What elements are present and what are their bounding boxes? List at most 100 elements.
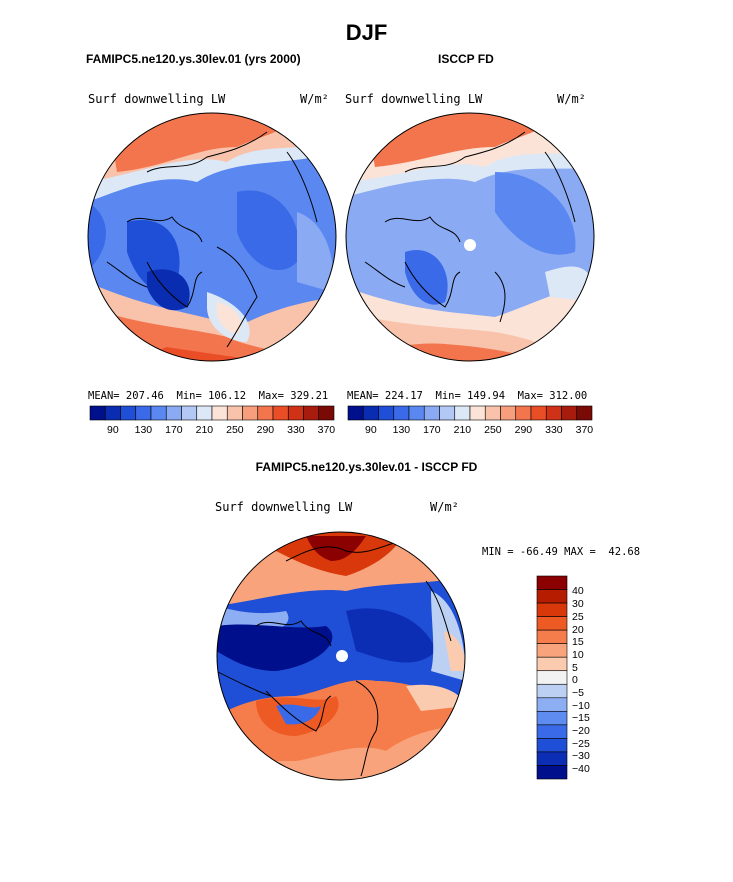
obs-colorbar-swatch	[408, 405, 425, 421]
obs-colorbar-tick-label: 130	[392, 424, 411, 436]
model-panel-title: FAMIPC5.ne120.ys.30lev.01 (yrs 2000)	[86, 52, 301, 66]
model-colorbar-tick-label: 90	[107, 424, 119, 436]
diff-colorbar-swatch	[536, 765, 568, 780]
model-colorbar-tick-label: 330	[287, 424, 305, 436]
obs-colorbar-tick-label: 170	[423, 424, 441, 436]
model-colorbar-swatch	[272, 405, 289, 421]
diff-colorbar-swatch	[536, 589, 568, 604]
diff-colorbar-swatch	[536, 738, 568, 753]
diff-colorbar-swatch	[536, 643, 568, 658]
obs-stats: MEAN= 224.17 Min= 149.94 Max= 312.00	[347, 390, 588, 402]
diff-colorbar-label: −10	[572, 699, 590, 712]
obs-variable-label: Surf downwelling LW	[345, 92, 483, 106]
diff-colorbar-labels: 40 30 25 20 15 10 5 0 −5 −10 −15 −20 −25 −30 −40	[572, 576, 612, 779]
diff-colorbar-label: −15	[572, 712, 590, 725]
model-colorbar-swatch	[318, 405, 335, 421]
model-colorbar-swatch	[120, 405, 137, 421]
model-colorbar-tick-label: 210	[195, 424, 214, 436]
model-colorbar-swatch	[165, 405, 182, 421]
model-colorbar-swatch	[242, 405, 259, 421]
obs-colorbar-swatch	[561, 405, 578, 421]
diff-colorbar-label: −20	[572, 725, 590, 738]
model-variable-label: Surf downwelling LW	[88, 92, 226, 106]
diff-colorbar-swatch	[536, 616, 568, 631]
diff-colorbar-swatch	[536, 602, 568, 617]
obs-colorbar-swatch	[515, 405, 532, 421]
model-colorbar-swatch	[150, 405, 167, 421]
model-colorbar-swatch	[211, 405, 228, 421]
model-colorbar-ticks: 90 130 170 210 250 290 330 370	[90, 424, 336, 438]
obs-colorbar-swatch	[439, 405, 456, 421]
diff-colorbar-label: 5	[572, 661, 578, 674]
diff-colorbar-label: 10	[572, 648, 584, 661]
diff-colorbar-label: 30	[572, 598, 584, 611]
diff-colorbar-label: −5	[572, 686, 584, 699]
model-units-label: W/m²	[300, 92, 329, 106]
diff-colorbar-swatch	[536, 683, 568, 699]
model-colorbar-swatch	[104, 405, 121, 421]
obs-colorbar	[347, 405, 593, 421]
diff-panel-title: FAMIPC5.ne120.ys.30lev.01 - ISCCP FD	[255, 460, 478, 474]
model-colorbar-swatch	[196, 405, 213, 421]
obs-colorbar-swatch	[362, 405, 379, 421]
obs-colorbar-tick-label: 210	[453, 424, 472, 436]
diff-colorbar-label: 15	[572, 636, 584, 649]
diff-colorbar-label: 25	[572, 610, 584, 623]
diff-colorbar	[536, 575, 568, 780]
diff-colorbar-swatch	[536, 656, 568, 672]
diff-colorbar-swatch	[536, 724, 568, 739]
model-colorbar-swatch	[89, 405, 106, 421]
diff-colorbar-label: 0	[572, 674, 578, 687]
model-colorbar-swatch	[257, 405, 274, 421]
obs-colorbar-swatch	[500, 405, 517, 421]
obs-colorbar-tick-label: 370	[575, 424, 594, 436]
obs-colorbar-swatch	[545, 405, 562, 421]
obs-colorbar-swatch	[378, 405, 395, 421]
obs-colorbar-swatch	[530, 405, 547, 421]
model-colorbar-tick-label: 170	[165, 424, 183, 436]
model-colorbar-tick-label: 370	[317, 424, 336, 436]
diff-colorbar-label: −30	[572, 750, 590, 763]
diff-colorbar-swatch	[536, 575, 568, 590]
model-colorbar-tick-label: 130	[134, 424, 153, 436]
obs-colorbar-swatch	[393, 405, 410, 421]
obs-colorbar-tick-label: 90	[365, 424, 377, 436]
obs-colorbar-swatch	[469, 405, 486, 421]
diff-colorbar-swatch	[536, 751, 568, 766]
diff-colorbar-label: −25	[572, 737, 590, 750]
diff-colorbar-label: 20	[572, 623, 584, 636]
obs-panel-title: ISCCP FD	[438, 52, 494, 66]
model-colorbar-tick-label: 250	[226, 424, 244, 436]
diff-variable-label: Surf downwelling LW	[215, 500, 353, 514]
model-colorbar-swatch	[135, 405, 152, 421]
model-colorbar	[89, 405, 335, 421]
obs-units-label: W/m²	[557, 92, 586, 106]
model-polar-map	[87, 112, 337, 362]
obs-colorbar-tick-label: 250	[484, 424, 502, 436]
diff-minmax: MIN = -66.49 MAX = 42.68	[482, 546, 641, 558]
obs-colorbar-tick-label: 330	[545, 424, 563, 436]
obs-polar-map	[345, 112, 595, 362]
diff-colorbar-swatch	[536, 697, 568, 712]
diff-colorbar-label: 40	[572, 585, 584, 598]
diff-polar-map	[216, 531, 466, 781]
figure-title: DJF	[345, 20, 388, 45]
model-stats: MEAN= 207.46 Min= 106.12 Max= 329.21	[88, 390, 329, 402]
pole-mask	[336, 650, 348, 662]
model-colorbar-swatch	[181, 405, 198, 421]
diff-colorbar-swatch	[536, 629, 568, 644]
diff-colorbar-swatch	[536, 711, 568, 726]
model-colorbar-swatch	[287, 405, 304, 421]
obs-colorbar-ticks: 90 130 170 210 250 290 330 370	[348, 424, 594, 438]
obs-colorbar-swatch	[347, 405, 364, 421]
pole-mask	[464, 239, 476, 251]
obs-colorbar-swatch	[423, 405, 440, 421]
diff-colorbar-label: −40	[572, 763, 590, 776]
model-colorbar-swatch	[303, 405, 320, 421]
model-colorbar-tick-label: 290	[256, 424, 275, 436]
obs-colorbar-swatch	[576, 405, 593, 421]
obs-colorbar-swatch	[484, 405, 501, 421]
diff-units-label: W/m²	[430, 500, 459, 514]
diff-colorbar-swatch	[536, 670, 568, 685]
obs-colorbar-tick-label: 290	[514, 424, 533, 436]
